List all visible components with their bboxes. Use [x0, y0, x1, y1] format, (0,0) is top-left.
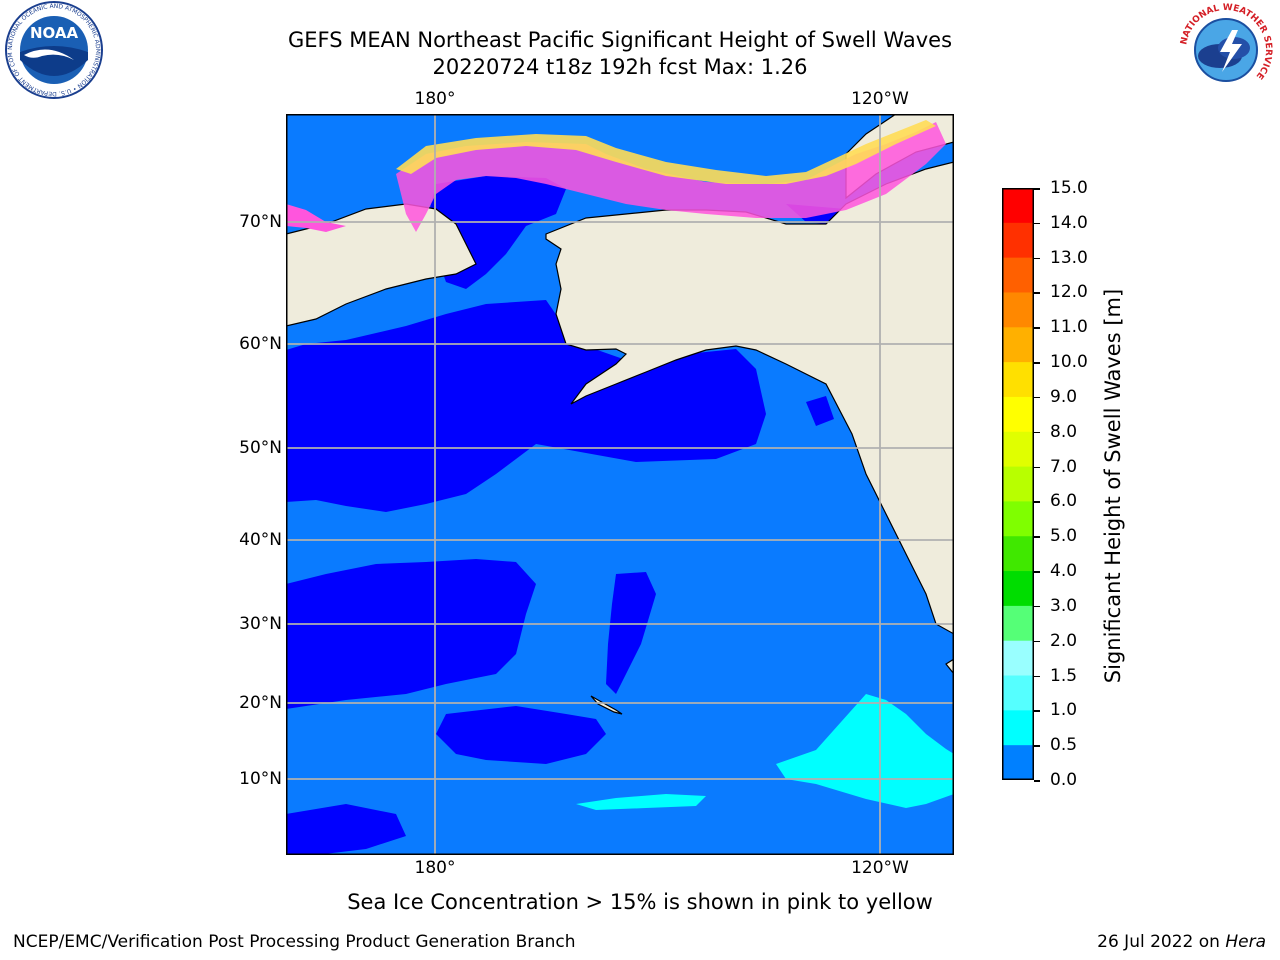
colorbar-tick-mark [1034, 745, 1040, 747]
wave-height-map [286, 114, 954, 855]
colorbar-tick-label: 13.0 [1050, 247, 1088, 268]
lon-tick-top-180: 180° [414, 89, 456, 109]
noaa-text: NOAA [30, 24, 79, 42]
colorbar-tick-label: 11.0 [1050, 317, 1088, 338]
colorbar-segment [1002, 571, 1034, 607]
colorbar-segment [1002, 745, 1034, 780]
noaa-logo: NATIONAL OCEANIC AND ATMOSPHERIC ADMINIS… [1, 0, 104, 100]
colorbar-tick-mark [1034, 605, 1040, 608]
colorbar-segment [1002, 536, 1034, 572]
colorbar-tick-label: 1.5 [1050, 665, 1078, 686]
colorbar-segment [1002, 501, 1034, 537]
colorbar-tick-mark [1034, 222, 1040, 225]
colorbar-segment [1002, 257, 1034, 293]
colorbar-segment [1002, 605, 1034, 642]
lat-tick-50: 50°N [239, 438, 282, 458]
colorbar-tick-label: 1.0 [1050, 700, 1078, 721]
footer-date: 26 Jul 2022 on Hera [1097, 932, 1266, 952]
colorbar-segment [1002, 222, 1034, 259]
lat-tick-40: 40°N [239, 530, 282, 550]
sea-ice-caption: Sea Ice Concentration > 15% is shown in … [347, 890, 933, 914]
colorbar-tick-mark [1034, 571, 1040, 573]
lat-tick-20: 20°N [239, 693, 282, 713]
footer-credit: NCEP/EMC/Verification Post Processing Pr… [13, 932, 576, 952]
colorbar-tick-label: 7.0 [1050, 456, 1078, 477]
colorbar-tick-mark [1034, 675, 1040, 678]
lat-tick-10: 10°N [239, 769, 282, 789]
colorbar-tick-mark [1034, 710, 1040, 712]
colorbar-tick-mark [1034, 466, 1040, 469]
colorbar-tick-mark [1034, 780, 1040, 782]
colorbar-segment [1002, 292, 1034, 328]
colorbar-segment [1002, 362, 1034, 398]
swell-dark-regions [286, 176, 954, 855]
footer-date-text: 26 Jul 2022 on [1097, 932, 1220, 952]
colorbar-tick-mark [1034, 640, 1040, 643]
colorbar-tick-mark [1034, 188, 1040, 190]
colorbar-tick-label: 8.0 [1050, 421, 1078, 442]
colorbar [1002, 188, 1034, 780]
colorbar-tick-label: 14.0 [1050, 212, 1088, 233]
colorbar-tick-label: 3.0 [1050, 595, 1078, 616]
colorbar-tick-mark [1034, 257, 1040, 260]
lon-tick-bottom-180: 180° [414, 858, 456, 878]
lon-tick-bottom-120w: 120°W [851, 858, 909, 878]
colorbar-tick-mark [1034, 292, 1040, 294]
chart-title: GEFS MEAN Northeast Pacific Significant … [287, 28, 953, 52]
footer-host: Hera [1225, 932, 1266, 952]
colorbar-tick-label: 12.0 [1050, 282, 1088, 303]
colorbar-tick-label: 9.0 [1050, 386, 1078, 407]
colorbar-tick-label: 4.0 [1050, 561, 1078, 582]
colorbar-tick-label: 15.0 [1050, 178, 1088, 198]
lat-tick-30: 30°N [239, 614, 282, 634]
lat-tick-70: 70°N [239, 212, 282, 232]
colorbar-tick-label: 6.0 [1050, 491, 1078, 512]
chart-subtitle: 20220724 t18z 192h fcst Max: 1.26 [432, 55, 808, 79]
colorbar-segment [1002, 188, 1034, 224]
colorbar-tick-mark [1034, 327, 1040, 329]
colorbar-tick-mark [1034, 536, 1040, 538]
colorbar-segment [1002, 640, 1034, 677]
colorbar-tick-mark [1034, 362, 1040, 364]
lat-tick-60: 60°N [239, 334, 282, 354]
colorbar-tick-mark [1034, 431, 1040, 434]
colorbar-tick-label: 2.0 [1050, 630, 1078, 651]
colorbar-frame [1002, 188, 1034, 780]
lon-tick-top-120w: 120°W [851, 89, 909, 109]
colorbar-tick-label: 10.0 [1050, 352, 1088, 373]
sea-ice-region [286, 120, 946, 232]
colorbar-segment [1002, 710, 1034, 746]
map-frame [286, 114, 954, 855]
colorbar-segment [1002, 327, 1034, 363]
colorbar-segment [1002, 431, 1034, 468]
nws-logo: NATIONAL WEATHER SERVICE [1176, 0, 1276, 100]
colorbar-tick-label: 5.0 [1050, 526, 1078, 547]
colorbar-tick-mark [1034, 396, 1040, 399]
colorbar-tick-mark [1034, 501, 1040, 503]
colorbar-tick-label: 0.0 [1050, 770, 1078, 790]
graticule [286, 114, 954, 855]
colorbar-segment [1002, 466, 1034, 502]
colorbar-segment [1002, 675, 1034, 711]
colorbar-label: Significant Height of Swell Waves [m] [1101, 288, 1125, 684]
colorbar-segment [1002, 396, 1034, 433]
colorbar-tick-label: 0.5 [1050, 735, 1078, 756]
